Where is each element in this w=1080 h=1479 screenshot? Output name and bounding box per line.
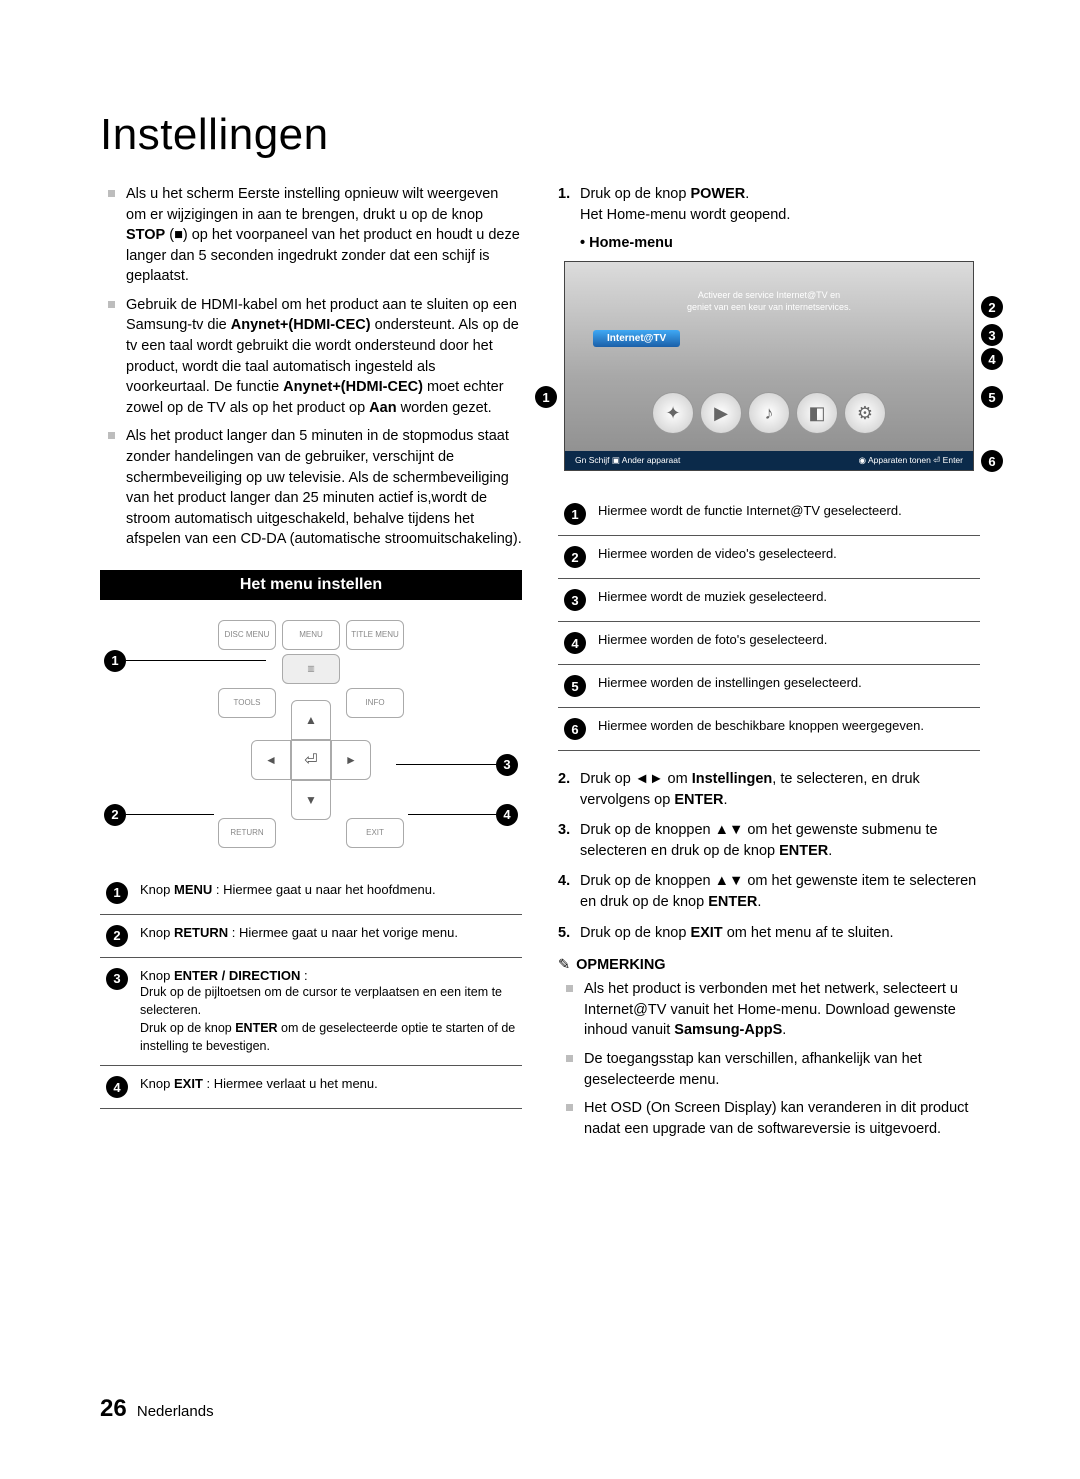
home-ref-text: Hiermee worden de instellingen geselecte… xyxy=(592,665,980,708)
btn-return: RETURN xyxy=(218,818,276,848)
section-header-menu: Het menu instellen xyxy=(100,570,522,600)
steps-list-cont: Druk op ◄► om Instellingen, te selectere… xyxy=(558,769,980,943)
step-item: Druk op de knoppen ▲▼ om het gewenste it… xyxy=(558,871,980,912)
right-column: Druk op de knop POWER.Het Home-menu word… xyxy=(558,184,980,1147)
home-ref-text: Hiermee worden de video's geselecteerd. xyxy=(592,536,980,579)
home-bar-right: ◉ Apparaten tonen ⏎ Enter xyxy=(859,455,963,466)
page-footer: 26 Nederlands xyxy=(100,1395,214,1423)
ref-text: Knop ENTER / DIRECTION :Druk op de pijlt… xyxy=(134,957,522,1066)
home-ref-table: 1 Hiermee wordt de functie Internet@TV ge… xyxy=(558,493,980,751)
table-row: 3 Hiermee wordt de muziek geselecteerd. xyxy=(558,579,980,622)
callout-2: 2 xyxy=(104,804,126,826)
home-icon-video: ▶ xyxy=(700,392,742,434)
btn-bars: ▥ xyxy=(282,654,340,684)
note-item: Als het product is verbonden met het net… xyxy=(558,979,980,1041)
home-banner: Activeer de service Internet@TV en genie… xyxy=(687,290,851,313)
callout-4: 4 xyxy=(496,804,518,826)
ref-num: 3 xyxy=(106,968,128,990)
table-row: 1 Knop MENU : Hiermee gaat u naar het hoo… xyxy=(100,872,522,915)
home-tab: Internet@TV xyxy=(593,330,680,347)
table-row: 2 Hiermee worden de video's geselecteerd. xyxy=(558,536,980,579)
home-ref-num: 1 xyxy=(564,503,586,525)
hm-callout-4: 4 xyxy=(981,348,1003,370)
home-bar-left: Gn Schijf ▣ Ander apparaat xyxy=(575,455,680,466)
bullet-item: Als u het scherm Eerste instelling opnie… xyxy=(100,184,522,287)
page-language: Nederlands xyxy=(137,1403,214,1420)
home-icon-photo: ◧ xyxy=(796,392,838,434)
btn-menu: MENU xyxy=(282,620,340,650)
page-title: Instellingen xyxy=(100,110,980,160)
table-row: 3 Knop ENTER / DIRECTION :Druk op de pijl… xyxy=(100,957,522,1066)
dpad-left: ◄ xyxy=(251,740,291,780)
remote-ref-table: 1 Knop MENU : Hiermee gaat u naar het hoo… xyxy=(100,872,522,1110)
step-item: Druk op de knop POWER.Het Home-menu word… xyxy=(558,184,980,225)
home-ref-num: 2 xyxy=(564,546,586,568)
steps-list: Druk op de knop POWER.Het Home-menu word… xyxy=(558,184,980,225)
home-bottom-bar: Gn Schijf ▣ Ander apparaat ◉ Apparaten t… xyxy=(565,451,973,470)
btn-disc-menu: DISC MENU xyxy=(218,620,276,650)
table-row: 4 Hiermee worden de foto's geselecteerd. xyxy=(558,622,980,665)
table-row: 2 Knop RETURN : Hiermee gaat u naar het v… xyxy=(100,914,522,957)
home-icon-internet: ✦ xyxy=(652,392,694,434)
home-icon-settings: ⚙ xyxy=(844,392,886,434)
ref-num: 4 xyxy=(106,1076,128,1098)
home-banner-l1: Activeer de service Internet@TV en xyxy=(698,290,840,300)
left-column: Als u het scherm Eerste instelling opnie… xyxy=(100,184,522,1147)
ref-num: 1 xyxy=(106,882,128,904)
dpad-up: ▲ xyxy=(291,700,331,740)
home-ref-num: 4 xyxy=(564,632,586,654)
page-number: 26 xyxy=(100,1395,127,1422)
ref-text: Knop EXIT : Hiermee verlaat u het menu. xyxy=(134,1066,522,1109)
ref-text: Knop RETURN : Hiermee gaat u naar het vo… xyxy=(134,914,522,957)
home-ref-num: 3 xyxy=(564,589,586,611)
home-ref-text: Hiermee worden de foto's geselecteerd. xyxy=(592,622,980,665)
table-row: 1 Hiermee wordt de functie Internet@TV ge… xyxy=(558,493,980,536)
hm-callout-6: 6 xyxy=(981,450,1003,472)
return-label: RETURN xyxy=(230,828,263,837)
hm-callout-2: 2 xyxy=(981,296,1003,318)
callout-3: 3 xyxy=(496,754,518,776)
ref-text: Knop MENU : Hiermee gaat u naar het hoof… xyxy=(134,872,522,915)
note-heading: OPMERKING xyxy=(558,957,980,973)
notes-list: Als het product is verbonden met het net… xyxy=(558,979,980,1139)
home-ref-text: Hiermee wordt de muziek geselecteerd. xyxy=(592,579,980,622)
note-item: De toegangsstap kan verschillen, afhanke… xyxy=(558,1049,980,1090)
home-menu-diagram: Activeer de service Internet@TV en genie… xyxy=(564,261,974,471)
ref-num: 2 xyxy=(106,925,128,947)
table-row: 5 Hiermee worden de instellingen geselect… xyxy=(558,665,980,708)
dpad-enter: ⏎ xyxy=(291,740,331,780)
step-item: Druk op de knoppen ▲▼ om het gewenste su… xyxy=(558,820,980,861)
step-item: Druk op ◄► om Instellingen, te selectere… xyxy=(558,769,980,810)
dpad: ▲ ▼ ◄ ► ⏎ xyxy=(251,700,371,820)
intro-bullets: Als u het scherm Eerste instelling opnie… xyxy=(100,184,522,550)
hm-callout-3: 3 xyxy=(981,324,1003,346)
dpad-down: ▼ xyxy=(291,780,331,820)
home-ref-num: 5 xyxy=(564,675,586,697)
dpad-right: ► xyxy=(331,740,371,780)
home-icon-music: ♪ xyxy=(748,392,790,434)
home-ref-num: 6 xyxy=(564,718,586,740)
callout-1: 1 xyxy=(104,650,126,672)
bullet-item: Als het product langer dan 5 minuten in … xyxy=(100,426,522,549)
table-row: 6 Hiermee worden de beschikbare knoppen w… xyxy=(558,708,980,751)
home-banner-l2: geniet van een keur van internetservices… xyxy=(687,302,851,312)
btn-title-menu: TITLE MENU xyxy=(346,620,404,650)
table-row: 4 Knop EXIT : Hiermee verlaat u het menu. xyxy=(100,1066,522,1109)
hm-callout-5: 5 xyxy=(981,386,1003,408)
step-item: Druk op de knop EXIT om het menu af te s… xyxy=(558,923,980,944)
bullet-item: Gebruik de HDMI-kabel om het product aan… xyxy=(100,295,522,418)
note-item: Het OSD (On Screen Display) kan verander… xyxy=(558,1098,980,1139)
home-icons: ✦ ▶ ♪ ◧ ⚙ xyxy=(565,392,973,434)
remote-diagram: DISC MENU MENU TITLE MENU ▥ TOOLS INFO ▲… xyxy=(110,614,512,854)
exit-label: EXIT xyxy=(366,828,384,837)
hm-callout-1: 1 xyxy=(535,386,557,408)
home-menu-label: • Home-menu xyxy=(558,235,980,251)
home-ref-text: Hiermee worden de beschikbare knoppen we… xyxy=(592,708,980,751)
btn-exit: EXIT xyxy=(346,818,404,848)
home-ref-text: Hiermee wordt de functie Internet@TV ges… xyxy=(592,493,980,536)
